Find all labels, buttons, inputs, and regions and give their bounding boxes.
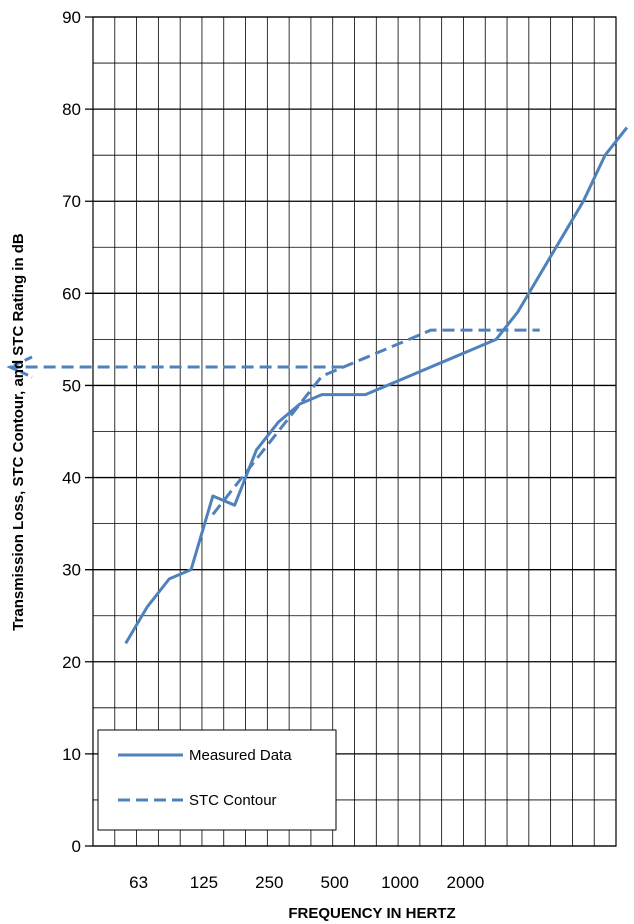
y-tick-label: 0 (72, 837, 81, 856)
x-tick-labels: 63 125 250 500 1000 2000 (129, 873, 484, 892)
y-tick-label: 60 (62, 284, 81, 303)
series-layer (124, 126, 629, 645)
x-tick-label: 250 (255, 873, 283, 892)
measured-data-line (124, 126, 629, 645)
y-tick-label: 80 (62, 100, 81, 119)
y-tick-labels: 0 10 20 30 40 50 60 70 80 90 (62, 8, 81, 856)
y-tick-label: 20 (62, 653, 81, 672)
x-tick-label: 2000 (447, 873, 485, 892)
y-tick-label: 50 (62, 376, 81, 395)
legend-label-measured: Measured Data (189, 747, 292, 764)
x-axis-title: FREQUENCY IN HERTZ (288, 905, 455, 922)
x-tick-label: 125 (190, 873, 218, 892)
y-tick-label: 10 (62, 745, 81, 764)
stc-contour-line (211, 328, 540, 516)
legend-box (97, 729, 337, 831)
legend-label-stc: STC Contour (189, 792, 277, 809)
y-tick-label: 40 (62, 469, 81, 488)
legend: Measured Data STC Contour (97, 729, 337, 831)
y-tick-label: 30 (62, 561, 81, 580)
y-tick-label: 70 (62, 192, 81, 211)
y-axis-title: Transmission Loss, STC Contour, and STC … (10, 233, 27, 631)
x-tick-label: 63 (129, 873, 148, 892)
y-tick-label: 90 (62, 8, 81, 27)
stc-rating-arrow-head (6, 355, 33, 379)
horizontal-gridlines (85, 16, 616, 847)
plot-frame (92, 16, 617, 847)
x-tick-label: 1000 (381, 873, 419, 892)
x-tick-label: 500 (321, 873, 349, 892)
stc-rating-arrow (6, 355, 344, 379)
